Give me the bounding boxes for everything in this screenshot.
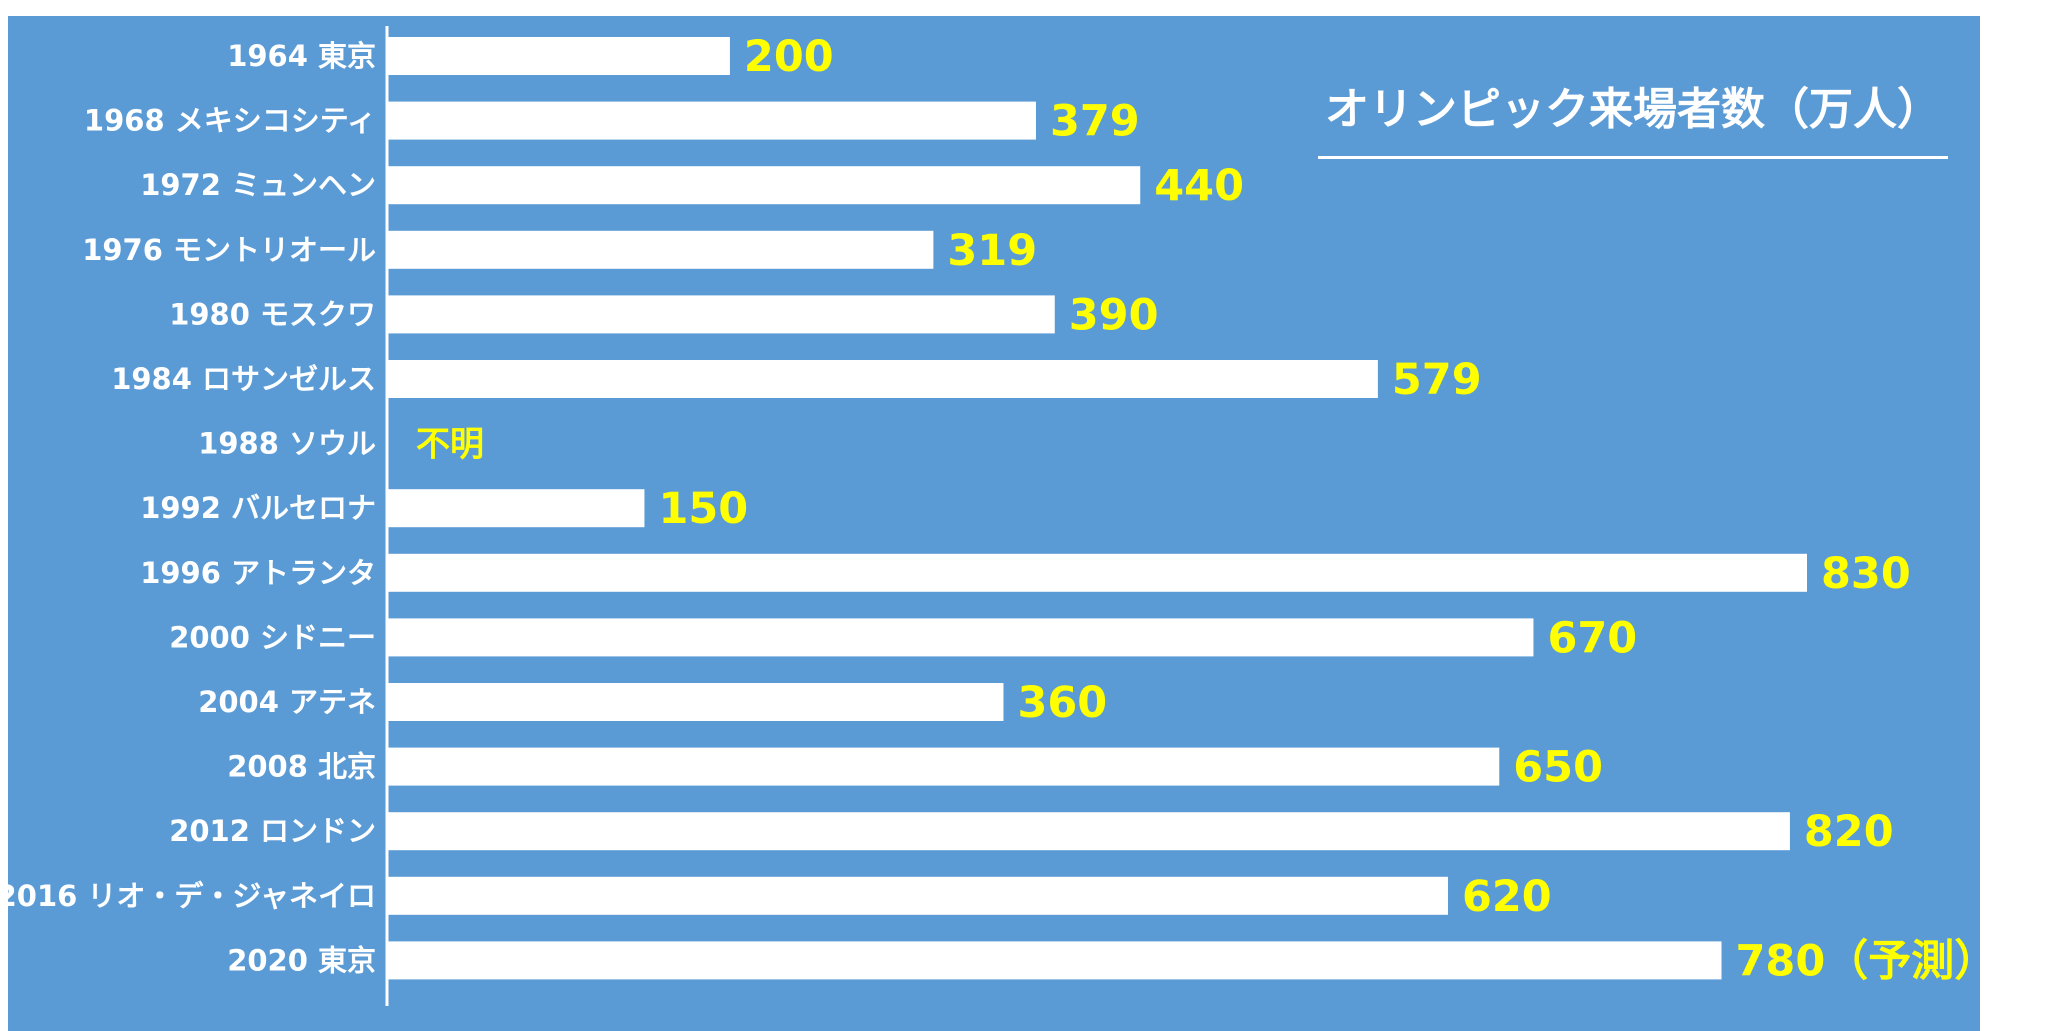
value-label: 780（予測） xyxy=(1736,936,1980,986)
bar xyxy=(388,876,1448,915)
bars-group: 1964 東京 200 1968 メキシコシティ 379 1972 ミュンヘン 440 19… xyxy=(8,32,1980,986)
chart-title: オリンピック来場者数（万人） xyxy=(1325,84,1941,135)
bar xyxy=(388,166,1141,205)
value-label: 440 xyxy=(1154,161,1244,211)
bar-chart: 1964 東京 200 1968 メキシコシティ 379 1972 ミュンヘン 440 19… xyxy=(8,26,1980,1006)
value-label: 379 xyxy=(1050,97,1140,147)
category-label: 1992 バルセロナ xyxy=(140,491,376,525)
category-label: 1996 アトランタ xyxy=(140,556,376,590)
value-label: 620 xyxy=(1462,872,1552,922)
bar xyxy=(388,941,1722,980)
category-label: 1976 モントリオール xyxy=(82,233,376,267)
bar xyxy=(388,683,1004,721)
value-label: 390 xyxy=(1069,290,1159,340)
bar xyxy=(388,360,1378,398)
category-label: 1964 東京 xyxy=(227,39,376,73)
category-label: 1984 ロサンゼルス xyxy=(111,362,376,396)
value-label: 650 xyxy=(1513,743,1603,793)
value-label: 830 xyxy=(1821,549,1911,599)
value-label: 579 xyxy=(1392,355,1482,405)
bar xyxy=(388,230,934,269)
category-label: 2016 リオ・デ・ジャネイロ xyxy=(8,879,376,913)
value-label: 319 xyxy=(947,226,1037,276)
bar xyxy=(388,553,1807,592)
value-label: 不明 xyxy=(416,425,484,465)
bar xyxy=(388,37,730,75)
category-label: 1972 ミュンヘン xyxy=(140,168,376,202)
bar xyxy=(388,489,645,528)
value-label: 150 xyxy=(658,484,748,534)
category-label: 2012 ロンドン xyxy=(169,814,376,848)
value-label: 200 xyxy=(744,32,834,82)
value-label: 820 xyxy=(1804,807,1894,857)
title-underline xyxy=(1318,156,1948,159)
bar xyxy=(388,747,1500,786)
bar xyxy=(388,618,1534,657)
category-label: 1980 モスクワ xyxy=(169,297,376,331)
category-label: 2000 シドニー xyxy=(169,620,376,654)
category-label: 2008 北京 xyxy=(227,750,376,784)
category-label: 1988 ソウル xyxy=(198,427,376,461)
bar xyxy=(388,101,1036,140)
bar xyxy=(388,295,1055,334)
category-label: 2004 アテネ xyxy=(198,685,376,719)
category-label: 1968 メキシコシティ xyxy=(84,104,376,138)
bar xyxy=(388,812,1790,851)
value-label: 670 xyxy=(1547,613,1637,663)
chart-panel: 1964 東京 200 1968 メキシコシティ 379 1972 ミュンヘン 440 19… xyxy=(8,16,1980,1031)
category-label: 2020 東京 xyxy=(227,943,376,977)
value-label: 360 xyxy=(1017,678,1107,728)
